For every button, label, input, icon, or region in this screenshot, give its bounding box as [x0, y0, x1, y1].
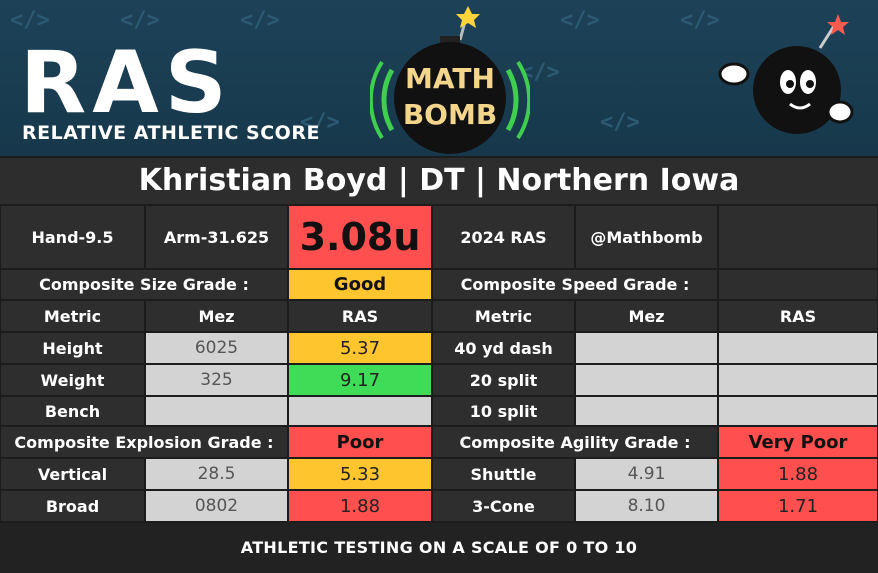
- column-header: RAS: [289, 301, 431, 331]
- grade-label: Composite Agility Grade :: [433, 427, 717, 457]
- ras: 1.88: [719, 459, 877, 489]
- mez: 325: [146, 365, 287, 395]
- column-header: Metric: [433, 301, 574, 331]
- mez: 8.10: [576, 491, 717, 521]
- metric: Shuttle: [433, 459, 574, 489]
- badge-top: MATH: [405, 62, 495, 95]
- logo-subtitle: RELATIVE ATHLETIC SCORE: [22, 122, 320, 144]
- metric: Vertical: [1, 459, 144, 489]
- title: Khristian Boyd | DT | Northern Iowa: [0, 158, 878, 204]
- metric: Height: [1, 333, 144, 363]
- column-header: Mez: [576, 301, 717, 331]
- grade: Good: [289, 270, 431, 299]
- metric: 3-Cone: [433, 491, 574, 521]
- ras: 5.33: [289, 459, 431, 489]
- metric: 20 split: [433, 365, 574, 395]
- grade: Very Poor: [719, 427, 877, 457]
- spacer: [719, 206, 877, 268]
- ras: [719, 333, 877, 363]
- mascot: [718, 14, 854, 134]
- metric: 10 split: [433, 397, 574, 425]
- column-header: Metric: [1, 301, 144, 331]
- mez: 4.91: [576, 459, 717, 489]
- grade: [719, 270, 877, 299]
- column-header: Mez: [146, 301, 287, 331]
- mez: [576, 333, 717, 363]
- ras: 1.88: [289, 491, 431, 521]
- mez: 0802: [146, 491, 287, 521]
- mez: 6025: [146, 333, 287, 363]
- metric: Bench: [1, 397, 144, 425]
- badge: MATH BOMB: [370, 6, 530, 154]
- footer: ATHLETIC TESTING ON A SCALE OF 0 TO 10: [0, 523, 878, 573]
- grade-label: Composite Size Grade :: [1, 270, 287, 299]
- score: 3.08u: [289, 206, 431, 268]
- badge-bottom: BOMB: [403, 98, 497, 131]
- ras: [719, 365, 877, 395]
- mez: 28.5: [146, 459, 287, 489]
- metric: Weight: [1, 365, 144, 395]
- handle: @Mathbomb: [576, 206, 717, 268]
- mez: [576, 397, 717, 425]
- metric: 40 yd dash: [433, 333, 574, 363]
- hand: Hand-9.5: [1, 206, 144, 268]
- grade-label: Composite Speed Grade :: [433, 270, 717, 299]
- ras: [289, 397, 431, 425]
- logo: RAS: [20, 33, 233, 133]
- ras: [719, 397, 877, 425]
- column-header: RAS: [719, 301, 877, 331]
- metric: Broad: [1, 491, 144, 521]
- arm: Arm-31.625: [146, 206, 287, 268]
- mez: [146, 397, 287, 425]
- grade-label: Composite Explosion Grade :: [1, 427, 287, 457]
- header: </> </> </> </> </> </> </> </> RAS RELATIVE…: [0, 0, 878, 156]
- ras: 9.17: [289, 365, 431, 395]
- ras: 5.37: [289, 333, 431, 363]
- mez: [576, 365, 717, 395]
- grade: Poor: [289, 427, 431, 457]
- ras: 1.71: [719, 491, 877, 521]
- stats-table: Hand-9.5 Arm-31.625 3.08u 2024 RAS @Math…: [1, 206, 877, 521]
- year: 2024 RAS: [433, 206, 574, 268]
